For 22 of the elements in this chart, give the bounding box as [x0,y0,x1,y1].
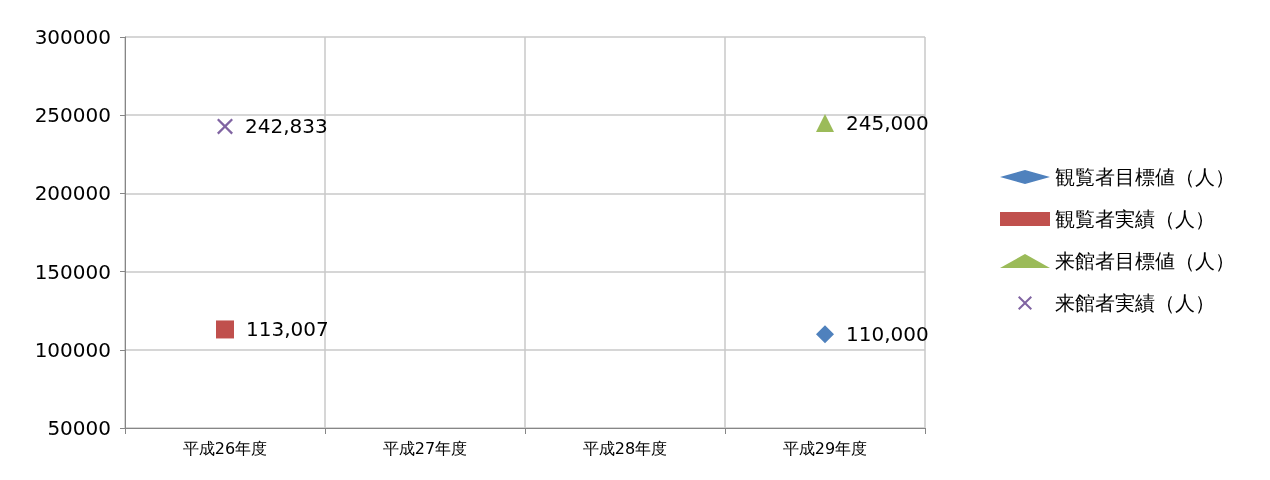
legend-label: 来館者実績（人） [1055,291,1215,315]
y-tick-label: 300000 [34,25,111,49]
point [216,320,234,339]
legend-label: 観覧者目標値（人） [1055,165,1235,189]
point [816,114,834,133]
y-tick-label: 100000 [34,337,111,362]
y-tick-label: 200000 [34,181,111,206]
y-tick-label: 150000 [34,259,111,284]
x-tick-label: 平成26年度 [182,438,268,458]
data-label: 113,007 [246,317,329,342]
x-tick-label: 平成28年度 [582,438,668,458]
data-label: 110,000 [846,322,929,347]
y-tick-label: 250000 [34,103,111,128]
x-tick-label: 平成27年度 [382,438,468,458]
x-tick-label: 平成29年度 [782,438,868,458]
legend-label: 観覧者実績（人） [1055,207,1215,231]
point [217,118,233,135]
data-label: 245,000 [846,111,929,136]
data-label: 242,833 [245,114,328,139]
y-tick-label: 50000 [47,416,111,440]
point [816,325,834,344]
legend-label: 来館者目標値（人） [1055,249,1235,273]
